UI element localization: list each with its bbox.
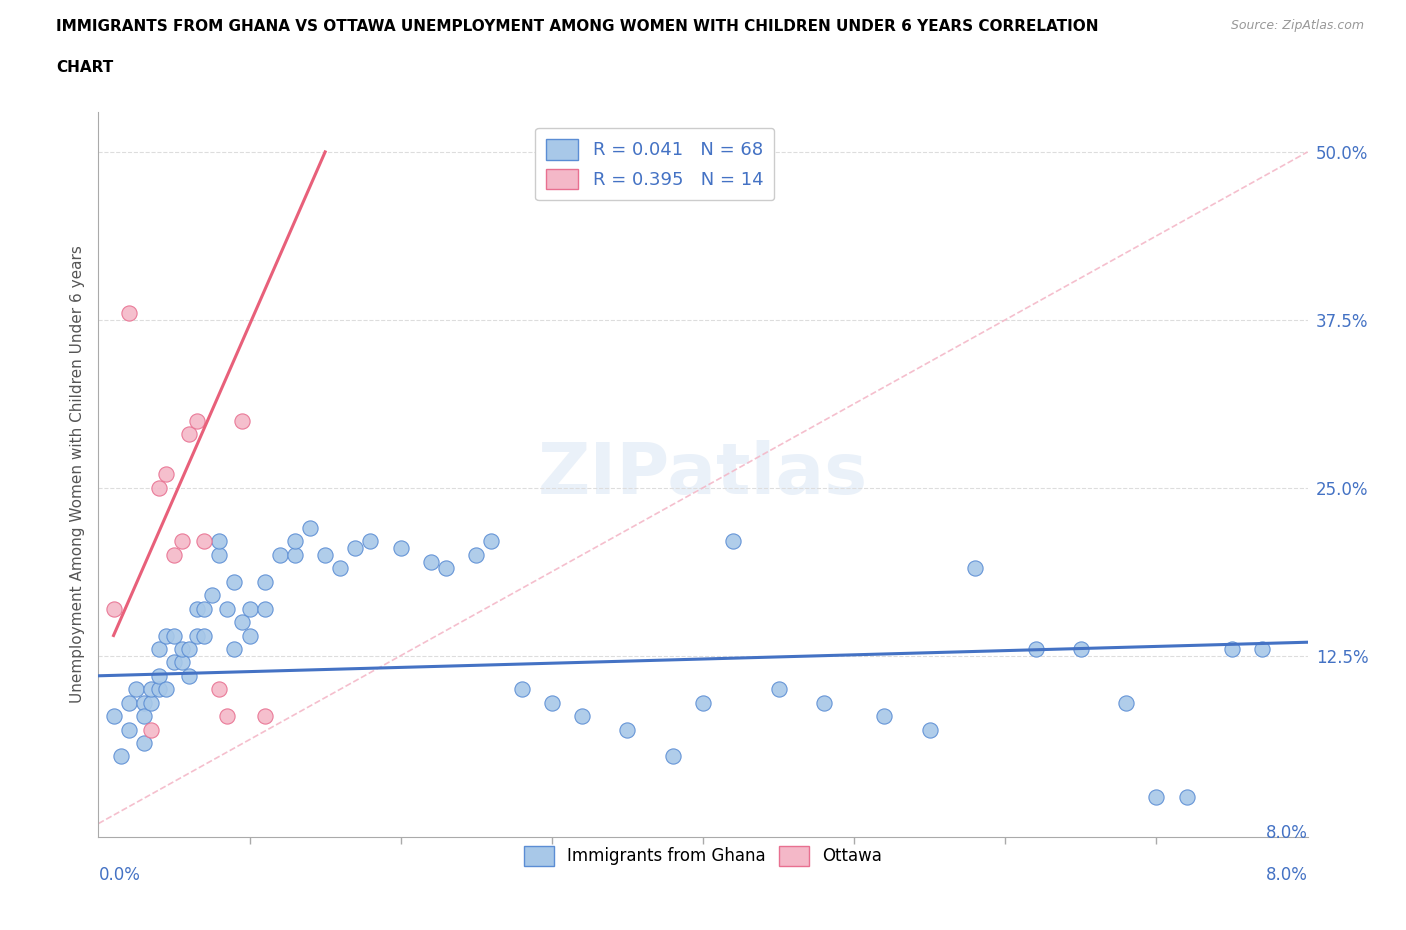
Point: [723, 534, 745, 549]
Point: [148, 682, 170, 697]
Point: [918, 722, 941, 737]
Point: [239, 601, 262, 616]
Point: [344, 540, 367, 555]
Point: [186, 413, 208, 428]
Point: [155, 628, 177, 643]
Point: [193, 628, 215, 643]
Point: [1175, 790, 1198, 804]
Point: [201, 588, 224, 603]
Point: [813, 696, 835, 711]
Point: [284, 548, 307, 563]
Point: [231, 413, 253, 428]
Point: [253, 709, 276, 724]
Point: [179, 669, 201, 684]
Point: [148, 642, 170, 657]
Point: [284, 534, 307, 549]
Point: [1251, 642, 1274, 657]
Text: 0.0%: 0.0%: [98, 866, 141, 884]
Point: [179, 427, 201, 442]
Point: [215, 709, 238, 724]
Point: [571, 709, 593, 724]
Point: [186, 601, 208, 616]
Point: [148, 480, 170, 495]
Text: ZIPatlas: ZIPatlas: [538, 440, 868, 509]
Point: [103, 601, 125, 616]
Point: [110, 749, 132, 764]
Point: [155, 467, 177, 482]
Point: [329, 561, 352, 576]
Text: Source: ZipAtlas.com: Source: ZipAtlas.com: [1230, 19, 1364, 32]
Point: [170, 534, 193, 549]
Point: [118, 696, 141, 711]
Point: [170, 655, 193, 670]
Point: [193, 601, 215, 616]
Point: [1115, 696, 1137, 711]
Point: [1220, 642, 1243, 657]
Point: [141, 696, 163, 711]
Point: [163, 628, 186, 643]
Text: IMMIGRANTS FROM GHANA VS OTTAWA UNEMPLOYMENT AMONG WOMEN WITH CHILDREN UNDER 6 Y: IMMIGRANTS FROM GHANA VS OTTAWA UNEMPLOY…: [56, 19, 1098, 33]
Point: [314, 548, 336, 563]
Point: [208, 682, 231, 697]
Text: CHART: CHART: [56, 60, 114, 75]
Point: [186, 628, 208, 643]
Point: [132, 696, 155, 711]
Point: [299, 521, 322, 536]
Point: [163, 655, 186, 670]
Point: [389, 540, 412, 555]
Text: 8.0%: 8.0%: [1265, 824, 1308, 842]
Text: 8.0%: 8.0%: [1265, 866, 1308, 884]
Point: [193, 534, 215, 549]
Point: [434, 561, 457, 576]
Point: [155, 682, 177, 697]
Point: [420, 554, 443, 569]
Point: [170, 642, 193, 657]
Point: [360, 534, 382, 549]
Point: [118, 306, 141, 321]
Point: [481, 534, 503, 549]
Point: [1070, 642, 1092, 657]
Point: [163, 548, 186, 563]
Point: [103, 709, 125, 724]
Point: [1024, 642, 1046, 657]
Point: [224, 575, 246, 590]
Point: [141, 722, 163, 737]
Point: [510, 682, 533, 697]
Y-axis label: Unemployment Among Women with Children Under 6 years: Unemployment Among Women with Children U…: [69, 246, 84, 703]
Point: [208, 548, 231, 563]
Point: [1146, 790, 1168, 804]
Legend: Immigrants from Ghana, Ottawa: Immigrants from Ghana, Ottawa: [517, 840, 889, 872]
Point: [540, 696, 562, 711]
Point: [253, 575, 276, 590]
Point: [208, 534, 231, 549]
Point: [239, 628, 262, 643]
Point: [616, 722, 638, 737]
Point: [118, 722, 141, 737]
Point: [215, 601, 238, 616]
Point: [132, 709, 155, 724]
Point: [148, 669, 170, 684]
Point: [253, 601, 276, 616]
Point: [125, 682, 148, 697]
Point: [179, 642, 201, 657]
Point: [661, 749, 683, 764]
Point: [965, 561, 987, 576]
Point: [231, 615, 253, 630]
Point: [224, 642, 246, 657]
Point: [768, 682, 790, 697]
Point: [132, 736, 155, 751]
Point: [692, 696, 714, 711]
Point: [465, 548, 488, 563]
Point: [141, 682, 163, 697]
Point: [873, 709, 896, 724]
Point: [269, 548, 291, 563]
